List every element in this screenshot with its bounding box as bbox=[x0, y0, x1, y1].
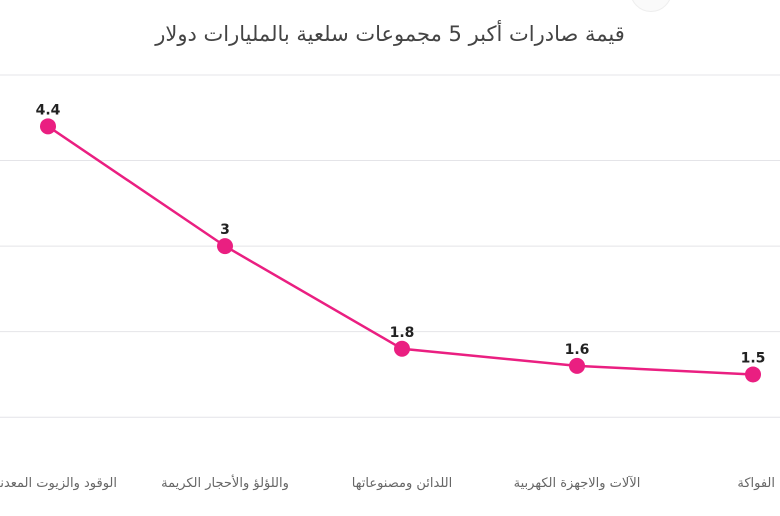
data-point[interactable] bbox=[745, 366, 761, 383]
data-point[interactable] bbox=[394, 340, 410, 357]
gridlines bbox=[0, 74, 780, 418]
data-label: 3 bbox=[220, 222, 230, 238]
x-axis-labels: الوقود والزيوت المعدنية واللؤلؤ والأحجار … bbox=[0, 474, 775, 491]
data-label: 1.8 bbox=[390, 325, 415, 341]
x-tick-label: الآلات والاجهزة الكهربية bbox=[514, 475, 641, 491]
x-tick-label: الفواكة bbox=[737, 476, 775, 491]
data-label: 1.6 bbox=[565, 342, 590, 358]
x-tick-label: اللدائن ومصنوعاتها bbox=[352, 476, 452, 491]
data-label: 4.4 bbox=[36, 102, 61, 118]
x-tick-label: واللؤلؤ والأحجار الكريمة bbox=[161, 474, 289, 491]
data-label: 1.5 bbox=[741, 350, 766, 366]
x-tick-label: الوقود والزيوت المعدنية bbox=[0, 476, 117, 491]
data-point[interactable] bbox=[217, 238, 233, 255]
data-point[interactable] bbox=[569, 357, 585, 374]
data-point[interactable] bbox=[40, 118, 56, 135]
data-points bbox=[40, 118, 761, 383]
chart-title: قيمة صادرات أكبر 5 مجموعات سلعية بالمليا… bbox=[155, 22, 625, 46]
data-labels: 4.4 3 1.8 1.6 1.5 bbox=[36, 102, 766, 366]
